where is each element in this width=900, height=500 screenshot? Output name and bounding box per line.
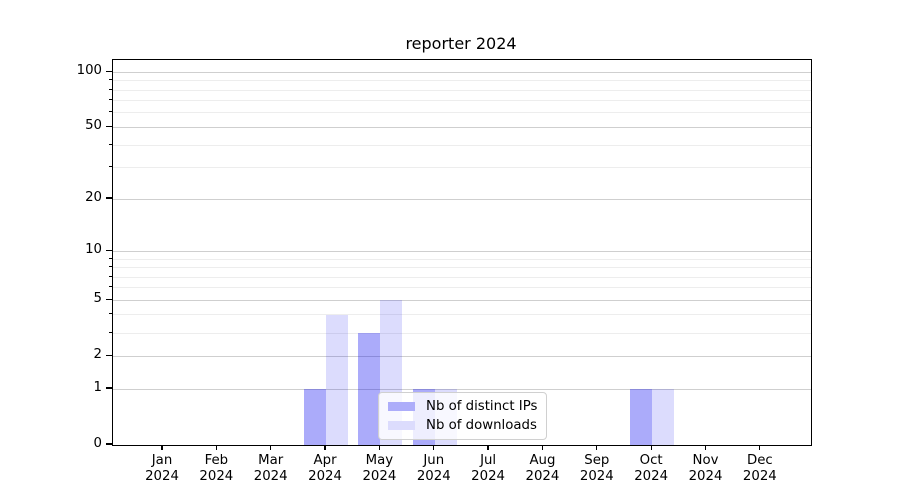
x-tick-mark: [378, 445, 381, 451]
x-tick-label: Oct 2024: [634, 453, 669, 484]
gridline-minor: [113, 167, 811, 169]
y-minor-tick-mark: [108, 266, 112, 267]
x-tick-mark: [759, 445, 761, 451]
y-minor-tick-mark: [108, 143, 112, 145]
bar-distinct-ips: [304, 389, 327, 445]
x-tick-label: Jan 2024: [145, 453, 179, 484]
x-tick-mark: [215, 445, 217, 451]
y-tick-label: 0: [93, 436, 102, 451]
chart-title: reporter 2024: [405, 34, 517, 53]
y-tick-label: 20: [85, 190, 102, 206]
gridline-minor: [113, 267, 811, 268]
gridline-minor: [113, 80, 811, 82]
legend-swatch-distinct-ips-icon: [388, 402, 415, 411]
gridline-major: [113, 126, 811, 128]
gridline-minor: [113, 332, 811, 334]
bar-distinct-ips: [630, 389, 653, 445]
x-tick-label: Sep 2024: [579, 453, 614, 484]
gridline-minor: [113, 258, 811, 260]
y-tick-label: 50: [85, 118, 102, 134]
y-tick-label: 2: [93, 347, 102, 363]
y-minor-tick-mark: [108, 88, 112, 90]
x-tick-label: Jul 2024: [471, 453, 506, 484]
x-tick-label: Jun 2024: [416, 453, 451, 484]
y-minor-tick-mark: [108, 99, 112, 101]
gridline-minor: [113, 144, 811, 146]
x-tick-mark: [541, 445, 544, 451]
y-tick-mark: [106, 70, 112, 72]
gridline-major: [113, 250, 811, 252]
gridline-minor: [113, 276, 811, 278]
y-tick-mark: [106, 125, 112, 128]
x-tick-label: Aug 2024: [525, 453, 560, 484]
gridline-minor: [113, 112, 811, 114]
legend: Nb of distinct IPs Nb of downloads: [378, 392, 548, 440]
bar-distinct-ips: [358, 333, 381, 445]
y-tick-label: 5: [93, 291, 102, 307]
gridline-major: [113, 198, 811, 200]
x-tick-label: Nov 2024: [688, 453, 723, 484]
legend-label-downloads: Nb of downloads: [426, 418, 537, 433]
y-tick-label: 10: [85, 242, 102, 258]
x-tick-mark: [487, 445, 489, 451]
gridline-minor: [113, 287, 811, 289]
y-minor-tick-mark: [108, 257, 112, 259]
gridline-major: [113, 71, 811, 73]
x-tick-mark: [650, 445, 652, 451]
x-tick-mark: [270, 445, 272, 451]
y-minor-tick-mark: [108, 275, 112, 277]
x-tick-label: Mar 2024: [253, 453, 288, 484]
x-tick-mark: [324, 445, 326, 451]
legend-item-distinct-ips: Nb of distinct IPs: [388, 399, 537, 414]
x-tick-label: Dec 2024: [742, 453, 777, 484]
gridline-minor: [113, 314, 811, 316]
bar-downloads: [326, 315, 349, 445]
y-tick-mark: [106, 443, 112, 445]
x-tick-label: Apr 2024: [308, 453, 342, 484]
y-minor-tick-mark: [108, 286, 112, 288]
y-tick-mark: [106, 197, 112, 199]
x-tick-mark: [433, 445, 435, 451]
x-tick-mark: [704, 445, 707, 451]
x-tick-label: May 2024: [362, 453, 397, 484]
y-tick-mark: [106, 249, 112, 251]
y-minor-tick-mark: [108, 79, 112, 81]
y-minor-tick-mark: [108, 166, 112, 168]
y-tick-mark: [106, 387, 112, 389]
gridline-major: [113, 299, 811, 301]
legend-label-distinct-ips: Nb of distinct IPs: [426, 399, 538, 414]
y-minor-tick-mark: [108, 331, 112, 333]
gridline-minor: [113, 100, 811, 102]
y-tick-mark: [106, 354, 112, 356]
y-tick-mark: [106, 298, 112, 300]
legend-item-downloads: Nb of downloads: [388, 418, 537, 433]
gridline-major: [113, 388, 811, 390]
legend-swatch-downloads-icon: [388, 421, 415, 430]
gridline-minor: [113, 89, 811, 91]
gridline-major: [113, 355, 811, 357]
plot-area: [112, 59, 812, 446]
y-tick-label: 100: [76, 63, 102, 79]
x-tick-label: Feb 2024: [199, 453, 234, 484]
y-minor-tick-mark: [108, 313, 112, 315]
y-tick-label: 1: [93, 380, 102, 395]
y-minor-tick-mark: [108, 111, 112, 113]
x-tick-mark: [161, 445, 163, 451]
bar-downloads: [652, 389, 675, 445]
x-tick-mark: [596, 445, 598, 451]
